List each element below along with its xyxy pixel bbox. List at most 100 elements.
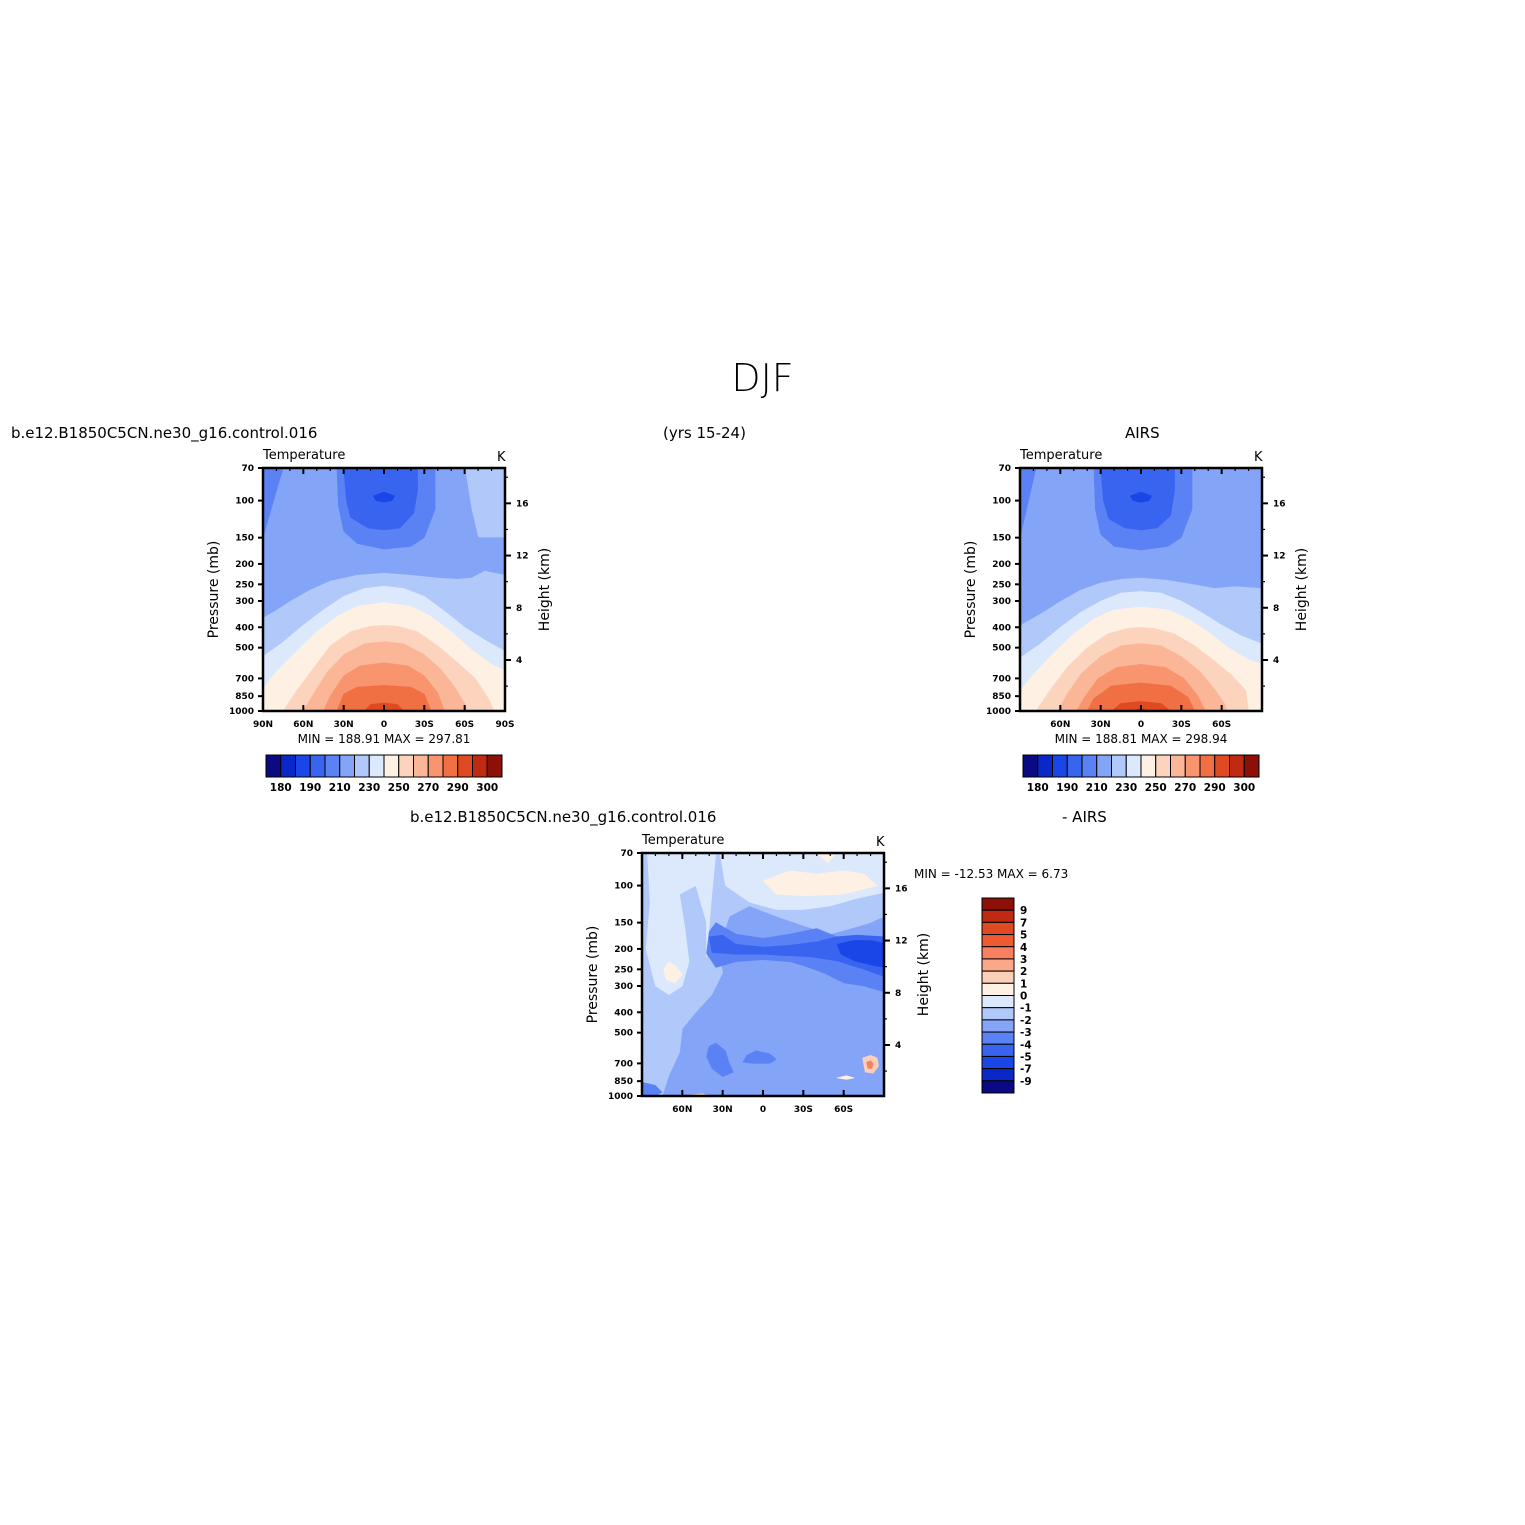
contour-band-13	[642, 1081, 663, 1096]
colorbar-label: -1	[1020, 1003, 1032, 1015]
colorbar-swatch	[1170, 754, 1186, 778]
y2-tick-label: 4	[1273, 656, 1279, 666]
y-tick-label: 300	[992, 597, 1011, 607]
contour-fills	[1020, 468, 1262, 711]
colorbar-label: 300	[1233, 782, 1255, 794]
y-tick-label: 850	[235, 692, 254, 702]
colorbar-label: 270	[1174, 782, 1196, 794]
contour-band-10	[836, 940, 884, 968]
colorbar-swatch	[1096, 754, 1112, 778]
y-tick-label: 400	[235, 623, 254, 633]
colorbar-swatch	[981, 1019, 1015, 1033]
y2-tick-label: 12	[516, 552, 529, 562]
colorbar-swatch	[1229, 754, 1245, 778]
contour-band-16	[836, 1075, 855, 1080]
contour-band-12	[742, 1050, 777, 1064]
colorbar-swatch	[1214, 754, 1230, 778]
y-tick-label: 850	[614, 1077, 633, 1087]
colorbar-label: 4	[1020, 942, 1027, 954]
y2-tick-label: 8	[1273, 604, 1279, 614]
x-tick-label: 30N	[334, 720, 354, 730]
y-tick-label: 300	[614, 982, 633, 992]
y-tick-label: 200	[235, 560, 254, 570]
colorbar-label: 290	[447, 782, 469, 794]
colorbar-swatch	[1052, 754, 1068, 778]
diff-suffix-label: - AIRS	[1062, 808, 1107, 826]
y-tick-label: 250	[235, 580, 254, 590]
y2-tick-label: 8	[516, 604, 522, 614]
x-tick-label: 30N	[1091, 720, 1111, 730]
y-tick-label: 200	[992, 560, 1011, 570]
colorbar-label: 2	[1020, 966, 1027, 978]
y-tick-label: 250	[614, 965, 633, 975]
y2-axis-label: Height (km)	[916, 933, 932, 1016]
y-tick-label: 500	[992, 644, 1011, 654]
colorbar-swatch	[981, 934, 1015, 948]
y-tick-label: 700	[235, 674, 254, 684]
colorbar-label: 250	[388, 782, 410, 794]
colorbar-label: 230	[358, 782, 380, 794]
x-tick-label: 90N	[253, 720, 273, 730]
y-tick-label: 400	[614, 1008, 633, 1018]
y-tick-label: 250	[992, 580, 1011, 590]
colorbar-swatch	[981, 970, 1015, 984]
y2-axis-label: Height (km)	[537, 548, 553, 631]
units-label: K	[876, 835, 885, 850]
y-tick-label: 500	[235, 644, 254, 654]
colorbar-swatch	[1111, 754, 1127, 778]
x-tick-label: 0	[381, 720, 387, 730]
x-tick-label: 60N	[1050, 720, 1070, 730]
y-tick-label: 70	[998, 464, 1011, 474]
y-axis-label: Pressure (mb)	[963, 541, 979, 639]
x-tick-label: 60N	[672, 1105, 692, 1115]
colorbar-swatch	[981, 1055, 1015, 1070]
chart-obs: Temperature K 60N 30N 0 30S 60S 70 100 150 200 250 3…	[963, 448, 1310, 794]
y-tick-label: 100	[235, 497, 254, 507]
colorbar-label: 190	[299, 782, 321, 794]
contour-band-7	[663, 961, 683, 984]
figure-title: DJF	[731, 356, 794, 400]
colorbar-swatch	[354, 754, 370, 778]
y-tick-label: 700	[614, 1059, 633, 1069]
colorbar-label: 230	[1115, 782, 1137, 794]
colorbar-swatch	[981, 897, 1015, 911]
colorbar-swatch	[981, 958, 1015, 972]
y-tick-label: 1000	[608, 1092, 633, 1102]
x-tick-label: 30N	[713, 1105, 733, 1115]
contour-band-3	[645, 853, 717, 995]
colorbar-swatch	[295, 754, 311, 778]
colorbar-label: 270	[417, 782, 439, 794]
colorbar-swatch	[981, 946, 1015, 960]
colorbar-swatch	[1140, 754, 1157, 778]
contour-band-5	[372, 491, 396, 503]
x-tick-label: 60S	[834, 1105, 853, 1115]
colorbar-label: 7	[1020, 917, 1027, 929]
contour-band-11	[1086, 682, 1196, 711]
colorbar-label: -7	[1020, 1064, 1032, 1076]
colorbar-label: 9	[1020, 905, 1027, 917]
obs-name-label: AIRS	[1125, 424, 1160, 442]
y-tick-label: 70	[620, 849, 633, 859]
colorbar-swatch	[1184, 754, 1201, 778]
colorbar-label: 180	[270, 782, 292, 794]
case-name-diff: b.e12.B1850C5CN.ne30_g16.control.016	[410, 808, 717, 826]
contour-band-5	[762, 870, 878, 897]
colorbar-swatch	[981, 1043, 1015, 1057]
colorbar-label: -4	[1020, 1039, 1032, 1051]
contour-band-6	[816, 853, 838, 864]
y-tick-label: 150	[235, 534, 254, 544]
colorbar-swatch	[280, 754, 296, 778]
colorbar-swatch	[472, 754, 488, 778]
colorbar-swatch	[981, 995, 1015, 1009]
units-label: K	[497, 450, 506, 465]
y-axis-label: Pressure (mb)	[585, 926, 601, 1024]
x-tick-label: 0	[1138, 720, 1144, 730]
colorbar-swatch	[265, 754, 282, 778]
colorbar-swatch	[981, 1080, 1015, 1094]
y2-tick-label: 8	[895, 989, 901, 999]
colorbar-swatch	[981, 921, 1015, 936]
colorbar-swatch	[413, 754, 429, 778]
colorbar-swatch	[442, 754, 459, 778]
colorbar-swatch	[383, 754, 400, 778]
colorbar-label: 1	[1020, 978, 1027, 990]
